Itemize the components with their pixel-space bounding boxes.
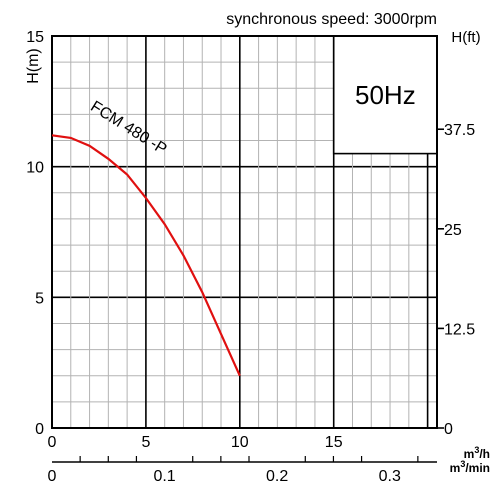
x-top-tick-label: 10 [231,434,249,451]
frequency-label: 50Hz [355,80,416,110]
x-bottom-tick-label: 0.2 [266,468,288,485]
y-left-tick-label: 5 [35,290,44,307]
tick-labels: 0 5 10 15 0 12.5 25 37.5 0 5 10 15 [26,29,475,451]
series-label: FCM 480 -P [87,98,169,158]
x-bottom-tick-label: 0.3 [379,468,401,485]
y-left-tick-label: 15 [26,29,44,46]
y-axis-left-label: H(m) [25,48,42,84]
x-top-tick-label: 15 [325,434,343,451]
y-left-tick-label: 0 [35,421,44,438]
plot-frame [51,35,438,429]
y-right-tick-label: 37.5 [444,122,475,139]
pump-curve-line [51,134,241,377]
x-bottom-tick-label: 0.1 [153,468,175,485]
x-top-tick-label: 5 [141,434,150,451]
x-top-unit-label: m3/h [464,445,490,461]
x-top-tick-label: 0 [48,434,57,451]
bottom-axis: 0 0.1 0.2 0.3 [48,456,437,485]
chart-title: synchronous speed: 3000rpm [226,11,437,28]
y-right-tick-label: 12.5 [444,321,475,338]
x-bottom-unit-label: m3/min [450,459,490,475]
y-right-tick-label: 0 [444,421,453,438]
y-axis-right-label: H(ft) [451,29,480,46]
y-left-tick-label: 10 [26,160,44,177]
x-bottom-tick-label: 0 [48,468,57,485]
y-right-tick-label: 25 [444,222,462,239]
